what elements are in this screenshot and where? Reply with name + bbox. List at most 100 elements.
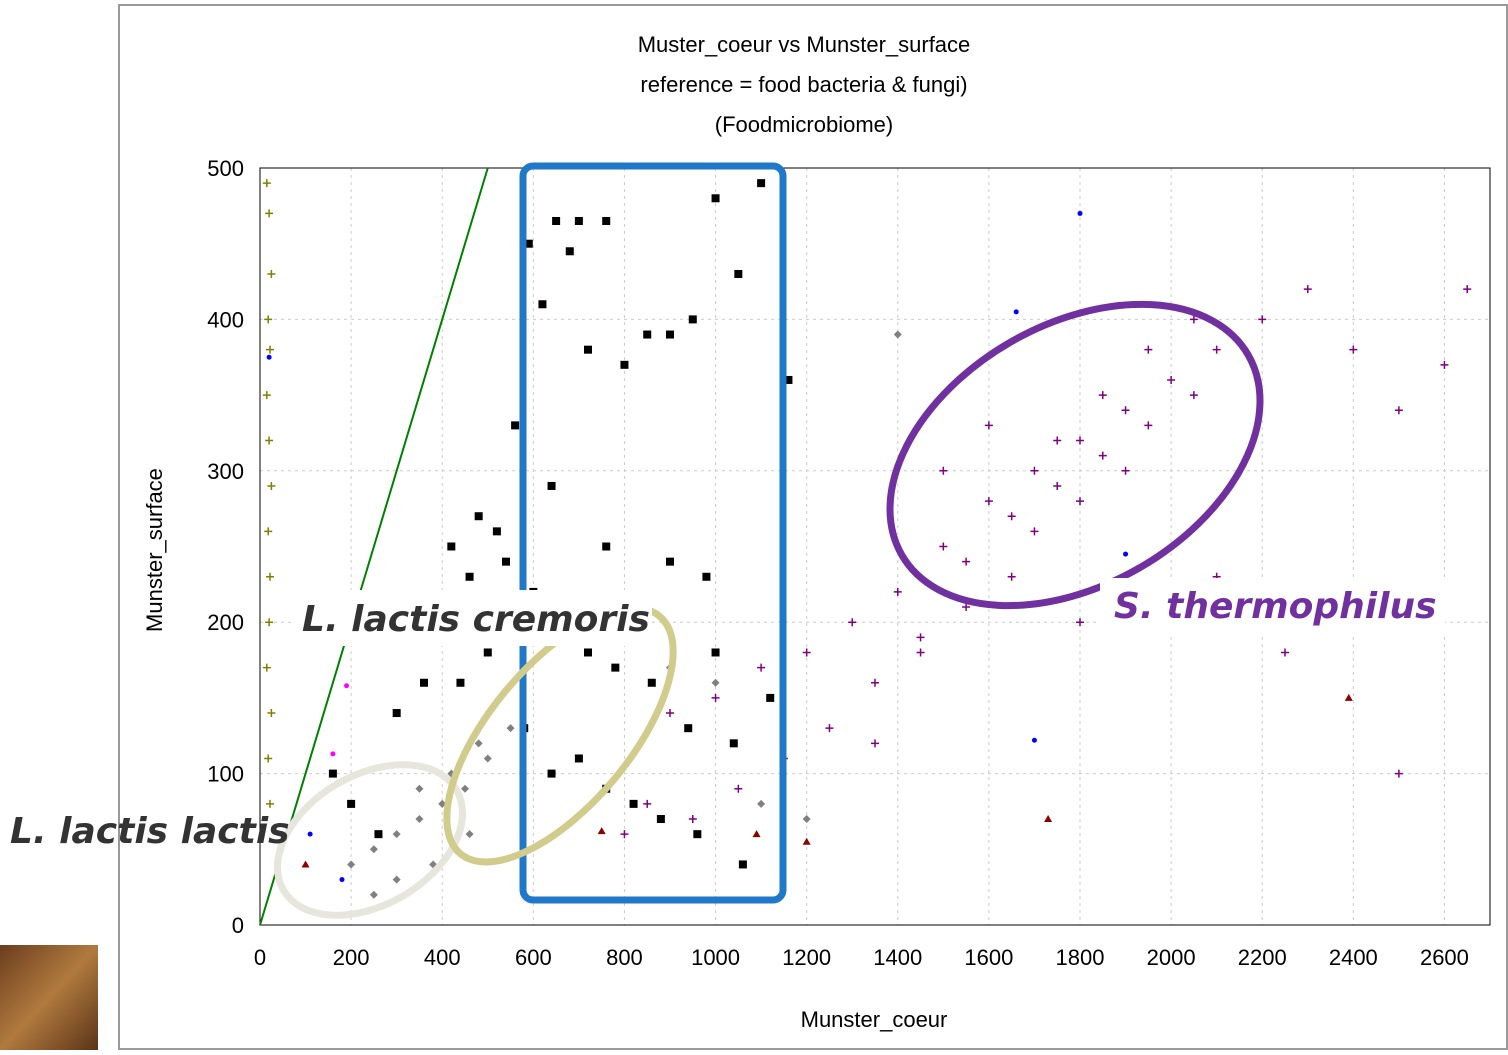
- point: [802, 648, 811, 657]
- point: [574, 754, 583, 763]
- x-tick-label: 1000: [691, 945, 740, 970]
- point: [456, 678, 465, 687]
- annotation: S. thermophilus: [1114, 586, 1437, 627]
- point: [647, 678, 656, 687]
- x-tick-label: 1200: [782, 945, 831, 970]
- point: [1167, 375, 1176, 384]
- point: [262, 179, 271, 188]
- point: [1121, 406, 1130, 415]
- point: [465, 830, 474, 839]
- highlight-ellipse: [886, 300, 1264, 610]
- x-tick-label: 1600: [964, 945, 1013, 970]
- point: [1044, 815, 1053, 823]
- point: [565, 247, 574, 256]
- point: [620, 360, 629, 369]
- label-background: [292, 590, 652, 646]
- point: [802, 815, 811, 824]
- point: [939, 542, 948, 551]
- point: [474, 512, 483, 521]
- point: [267, 269, 276, 278]
- point: [547, 769, 556, 778]
- y-tick-label: 300: [207, 459, 244, 484]
- point: [1189, 391, 1198, 400]
- point: [693, 830, 702, 839]
- point: [265, 209, 274, 218]
- point: [802, 837, 811, 845]
- highlights: L. lactis cremoris L. lactis lactis S. t…: [10, 162, 1445, 919]
- point: [1053, 481, 1062, 490]
- point: [415, 815, 424, 824]
- point: [264, 754, 273, 763]
- chart-subtitle: (Foodmicrobiome): [715, 112, 894, 137]
- point: [1121, 466, 1130, 475]
- point: [916, 648, 925, 657]
- point: [584, 648, 592, 657]
- point: [524, 239, 533, 248]
- y-tick-label: 500: [207, 156, 244, 181]
- point: [461, 784, 469, 793]
- point: [552, 216, 561, 225]
- point: [871, 739, 879, 748]
- point: [1281, 648, 1289, 657]
- point: [420, 678, 428, 687]
- point: [984, 421, 993, 430]
- point: [1349, 345, 1358, 354]
- point: [392, 830, 401, 839]
- y-axis-label: Munster_surface: [142, 468, 167, 632]
- plot-area: 0 200 400 600 800 1000 1200 1400 1600 1800 2000 220…: [207, 156, 1491, 970]
- point: [620, 830, 629, 839]
- x-tick-label: 200: [333, 945, 370, 970]
- highlight-box: [519, 162, 787, 904]
- point: [1076, 618, 1084, 627]
- point: [871, 678, 879, 687]
- point: [547, 481, 556, 490]
- point: [584, 345, 592, 354]
- point: [825, 724, 834, 733]
- label-background: [1100, 578, 1445, 634]
- point: [1030, 466, 1039, 475]
- x-tick-label: 800: [606, 945, 643, 970]
- x-tick-label: 2600: [1420, 945, 1469, 970]
- point: [266, 354, 272, 360]
- point: [474, 739, 483, 748]
- x-tick-label: 2200: [1238, 945, 1287, 970]
- point: [848, 618, 857, 627]
- point: [984, 497, 993, 506]
- point: [1394, 406, 1403, 415]
- point: [939, 466, 948, 475]
- point: [369, 890, 378, 899]
- reference-line: [259, 167, 489, 926]
- point: [330, 751, 336, 757]
- point: [702, 572, 711, 581]
- point: [307, 831, 313, 837]
- point: [266, 572, 275, 581]
- point: [643, 330, 652, 339]
- chart-subtitle: reference = food bacteria & fungi): [640, 72, 967, 97]
- point: [1007, 512, 1016, 521]
- point: [684, 724, 693, 733]
- point: [688, 815, 697, 824]
- point: [1053, 436, 1062, 445]
- annotation: L. lactis cremoris: [302, 599, 650, 640]
- point: [465, 572, 474, 581]
- point: [711, 678, 720, 687]
- point: [711, 648, 720, 657]
- point: [893, 587, 902, 596]
- point: [447, 542, 456, 551]
- point: [666, 330, 674, 339]
- point: [574, 216, 583, 225]
- point: [265, 618, 274, 627]
- point: [347, 799, 356, 808]
- point: [1463, 285, 1472, 294]
- point: [643, 799, 652, 808]
- point: [483, 648, 492, 657]
- point: [1098, 391, 1107, 400]
- point: [916, 633, 925, 642]
- chart-title: Muster_coeur vs Munster_surface: [638, 32, 971, 57]
- x-tick-label: 400: [424, 945, 461, 970]
- point: [347, 860, 356, 869]
- photo: [0, 945, 98, 1050]
- point: [339, 877, 345, 883]
- point: [264, 527, 273, 536]
